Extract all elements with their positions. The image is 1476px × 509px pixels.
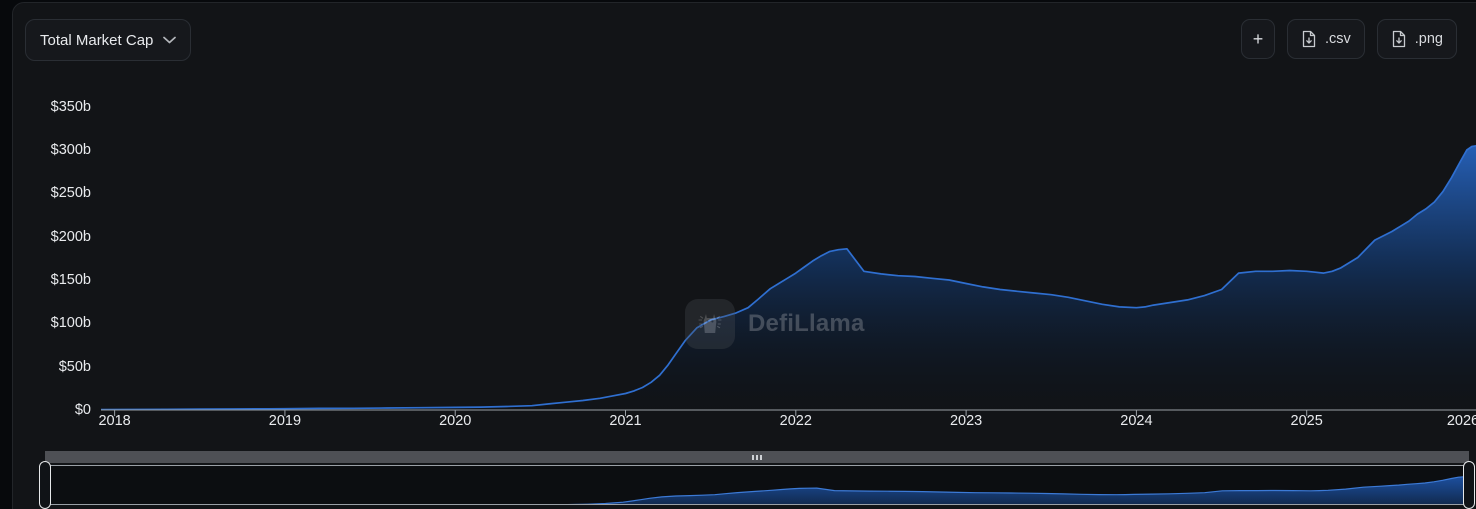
x-axis-tick-label: 2022 — [779, 413, 812, 429]
range-end-handle[interactable] — [1463, 461, 1475, 509]
x-axis-labels: 2018 2019 2020 2021 2022 2023 2024 2025 2026 — [13, 69, 1476, 437]
file-download-icon — [1301, 30, 1317, 48]
range-selector[interactable] — [31, 451, 1476, 509]
x-axis-tick-label: 2023 — [949, 413, 983, 429]
y-axis-tick-label: $250b — [50, 185, 91, 202]
y-axis-tick-label: $200b — [50, 228, 91, 245]
y-axis-tick-label: $0 — [74, 402, 91, 418]
download-png-label: .png — [1414, 31, 1443, 47]
download-png-button[interactable]: .png — [1376, 19, 1457, 59]
chart-plot-area[interactable]: $0 $50b $100b $150b $200b $250b $300b $350b 201… — [13, 69, 1476, 437]
chevron-down-icon — [163, 36, 177, 44]
chart-toolbar: Total Market Cap + — [13, 3, 1476, 75]
x-axis-tick-label: 2019 — [268, 413, 302, 429]
download-csv-label: .csv — [1324, 31, 1351, 47]
drag-grip-icon[interactable] — [752, 455, 762, 460]
range-preview-line — [567, 476, 1469, 504]
x-axis-tick-label: 2024 — [1120, 413, 1153, 429]
series-line — [100, 144, 1476, 411]
range-selector-preview[interactable] — [45, 465, 1469, 505]
range-preview-area — [593, 476, 1469, 504]
plus-icon: + — [1252, 28, 1264, 49]
y-axis-tick-label: $350b — [50, 98, 91, 115]
x-axis-tick-label: 2026 — [1446, 413, 1476, 429]
x-axis-tick-label: 2018 — [98, 413, 131, 429]
metric-dropdown-label: Total Market Cap — [40, 31, 154, 49]
download-csv-button[interactable]: .csv — [1286, 19, 1365, 59]
range-preview-chart — [567, 476, 1469, 504]
y-axis-tick-label: $50b — [58, 358, 91, 375]
y-axis-labels: $0 $50b $100b $150b $200b $250b $300b $350b — [13, 69, 91, 419]
x-axis-tick-label: 2021 — [609, 413, 642, 429]
range-selector-bar[interactable] — [45, 451, 1469, 463]
metric-dropdown[interactable]: Total Market Cap — [25, 19, 192, 61]
add-series-button[interactable]: + — [1240, 19, 1275, 59]
y-axis-tick-label: $100b — [50, 315, 91, 332]
file-download-icon — [1391, 30, 1407, 48]
range-start-handle[interactable] — [39, 461, 51, 509]
area-chart — [100, 144, 1476, 416]
x-axis-tick-label: 2025 — [1290, 413, 1323, 429]
y-axis-tick-label: $300b — [50, 142, 91, 158]
page-left-edge — [0, 0, 12, 509]
x-axis-tick-label: 2020 — [439, 413, 472, 429]
y-axis-tick-label: $150b — [50, 272, 91, 288]
chart-card: Total Market Cap + — [12, 2, 1476, 509]
toolbar-actions: + .csv — [1240, 19, 1457, 59]
